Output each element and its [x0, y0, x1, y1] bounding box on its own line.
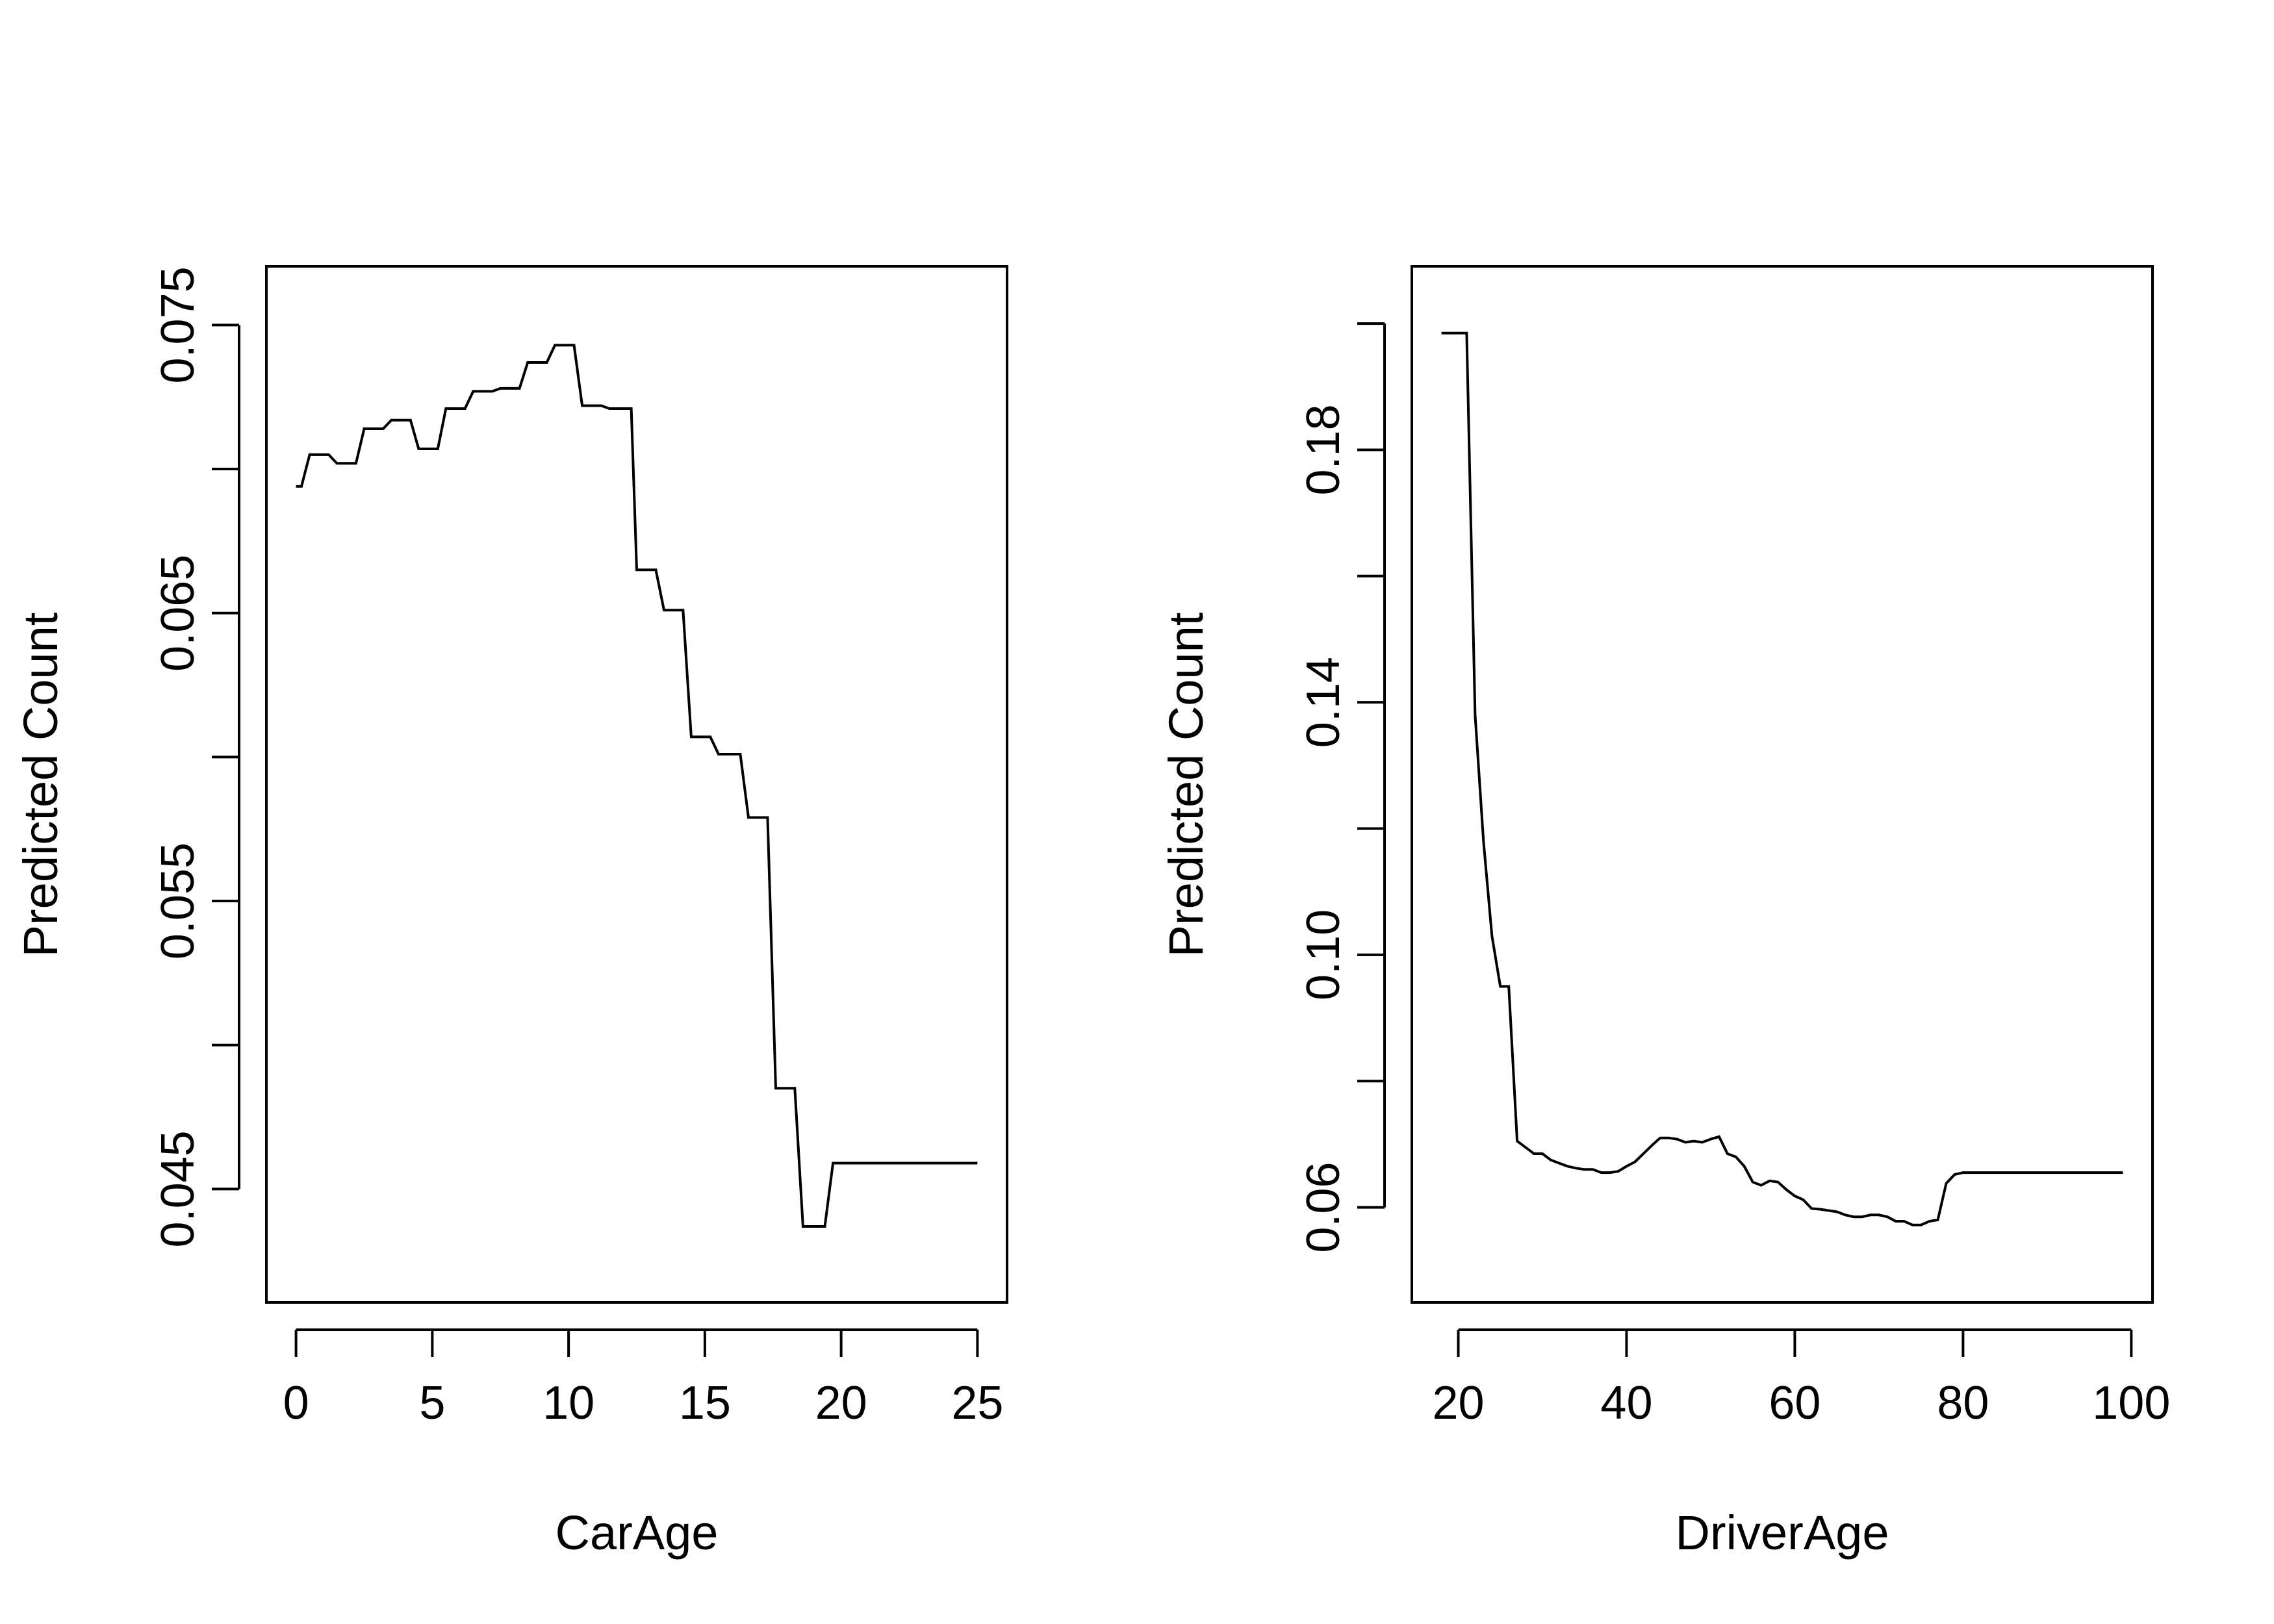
- y-tick-label: 0.10: [1297, 909, 1349, 1000]
- x-tick-label: 100: [2092, 1377, 2170, 1429]
- y-axis-label: Predicted Count: [14, 612, 68, 957]
- plot-frame: [1411, 265, 2154, 1304]
- x-tick-label: 15: [679, 1377, 731, 1429]
- x-axis-label: CarAge: [556, 1506, 719, 1560]
- x-axis: 0 5 10 15 20 25: [283, 1328, 1003, 1429]
- y-tick-label: 0.045: [152, 1130, 204, 1247]
- y-tick-label: 0.14: [1297, 657, 1349, 748]
- plot-frame: [265, 265, 1008, 1304]
- x-tick-label: 25: [951, 1377, 1003, 1429]
- x-axis-label: DriverAge: [1676, 1506, 1889, 1560]
- x-tick-label: 10: [543, 1377, 594, 1429]
- y-tick-label: 0.06: [1297, 1162, 1349, 1253]
- y-axis: 0.06 0.10 0.14 0.18: [1297, 322, 1386, 1253]
- x-tick-label: 20: [815, 1377, 867, 1429]
- driverage-panel: 20 40 60 80 100 0.06 0.10 0.14 0.18 DriverAge P…: [1159, 265, 2170, 1560]
- y-tick-label: 0.075: [152, 266, 204, 383]
- y-tick-label: 0.18: [1297, 404, 1349, 495]
- x-tick-label: 80: [1937, 1377, 1989, 1429]
- x-axis: 20 40 60 80 100: [1432, 1328, 2170, 1429]
- series-line: [1441, 331, 2123, 1226]
- series-layer: [296, 344, 978, 1228]
- carage-panel: 0 5 10 15 20 25 0.045 0.055 0.065 0.075 CarAge P…: [14, 265, 1008, 1560]
- y-axis-label: Predicted Count: [1159, 612, 1213, 957]
- x-tick-label: 5: [419, 1377, 445, 1429]
- series-line: [296, 344, 978, 1228]
- y-axis: 0.045 0.055 0.065 0.075: [152, 266, 240, 1247]
- series-layer: [1441, 331, 2123, 1226]
- y-tick-label: 0.065: [152, 555, 204, 672]
- x-tick-label: 20: [1432, 1377, 1484, 1429]
- x-tick-label: 60: [1769, 1377, 1820, 1429]
- x-tick-label: 40: [1600, 1377, 1652, 1429]
- x-tick-label: 0: [283, 1377, 309, 1429]
- y-tick-label: 0.055: [152, 843, 204, 959]
